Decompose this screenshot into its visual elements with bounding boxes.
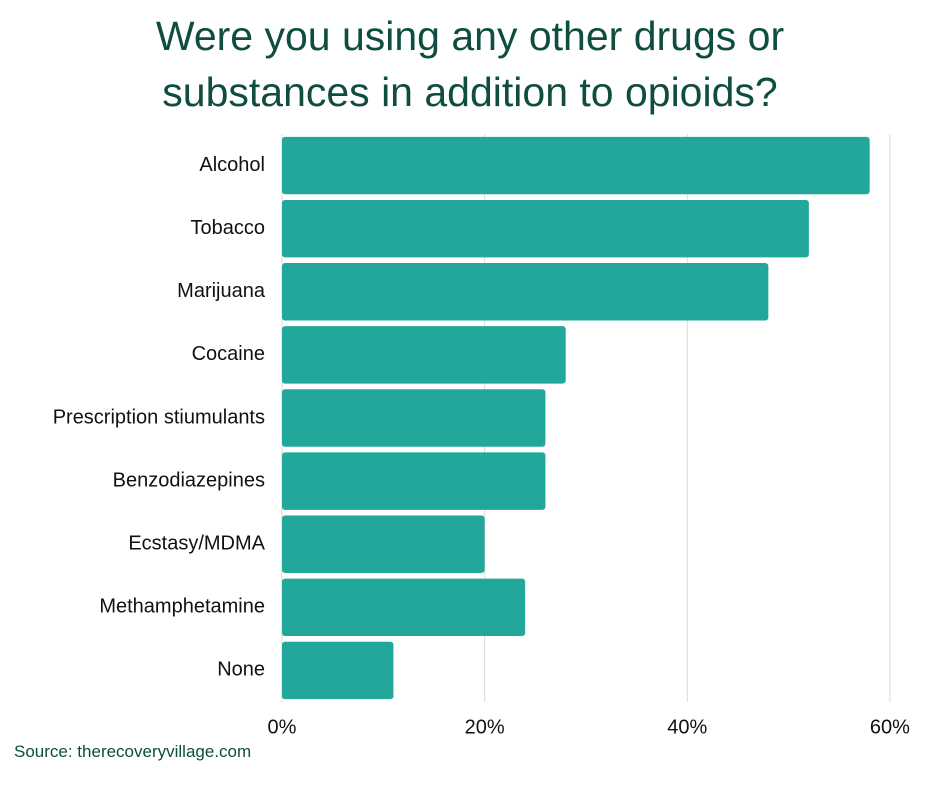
y-tick-label: Methamphetamine: [99, 596, 265, 618]
bar: [282, 136, 870, 195]
chart-title: Were you using any other drugs or substa…: [155, 13, 785, 115]
source: Source: therecoveryvillage.com: [14, 742, 252, 761]
bar: [282, 389, 546, 447]
x-tick-label: 20%: [465, 716, 505, 738]
bar: [282, 452, 546, 510]
x-tick-label: 60%: [870, 716, 910, 738]
y-tick-label: Marijuana: [177, 280, 266, 302]
x-tick-label: 40%: [667, 716, 707, 738]
y-tick-label: Tobacco: [191, 217, 266, 239]
title-wrap: Were you using any other drugs or substa…: [0, 8, 940, 120]
y-tick-label: None: [217, 659, 265, 681]
bar: [282, 515, 485, 573]
bar: [282, 578, 526, 637]
bar: [282, 199, 809, 258]
bar: [282, 263, 769, 321]
x-tick-label: 0%: [268, 716, 297, 738]
y-tick-label: Cocaine: [192, 343, 265, 365]
bar: [282, 326, 566, 384]
y-tick-label: Prescription stiumulants: [53, 406, 265, 428]
bar: [282, 641, 394, 700]
y-tick-label: Ecstasy/MDMA: [128, 533, 265, 555]
y-tick-label: Benzodiazepines: [113, 469, 265, 491]
y-tick-label: Alcohol: [199, 154, 265, 176]
